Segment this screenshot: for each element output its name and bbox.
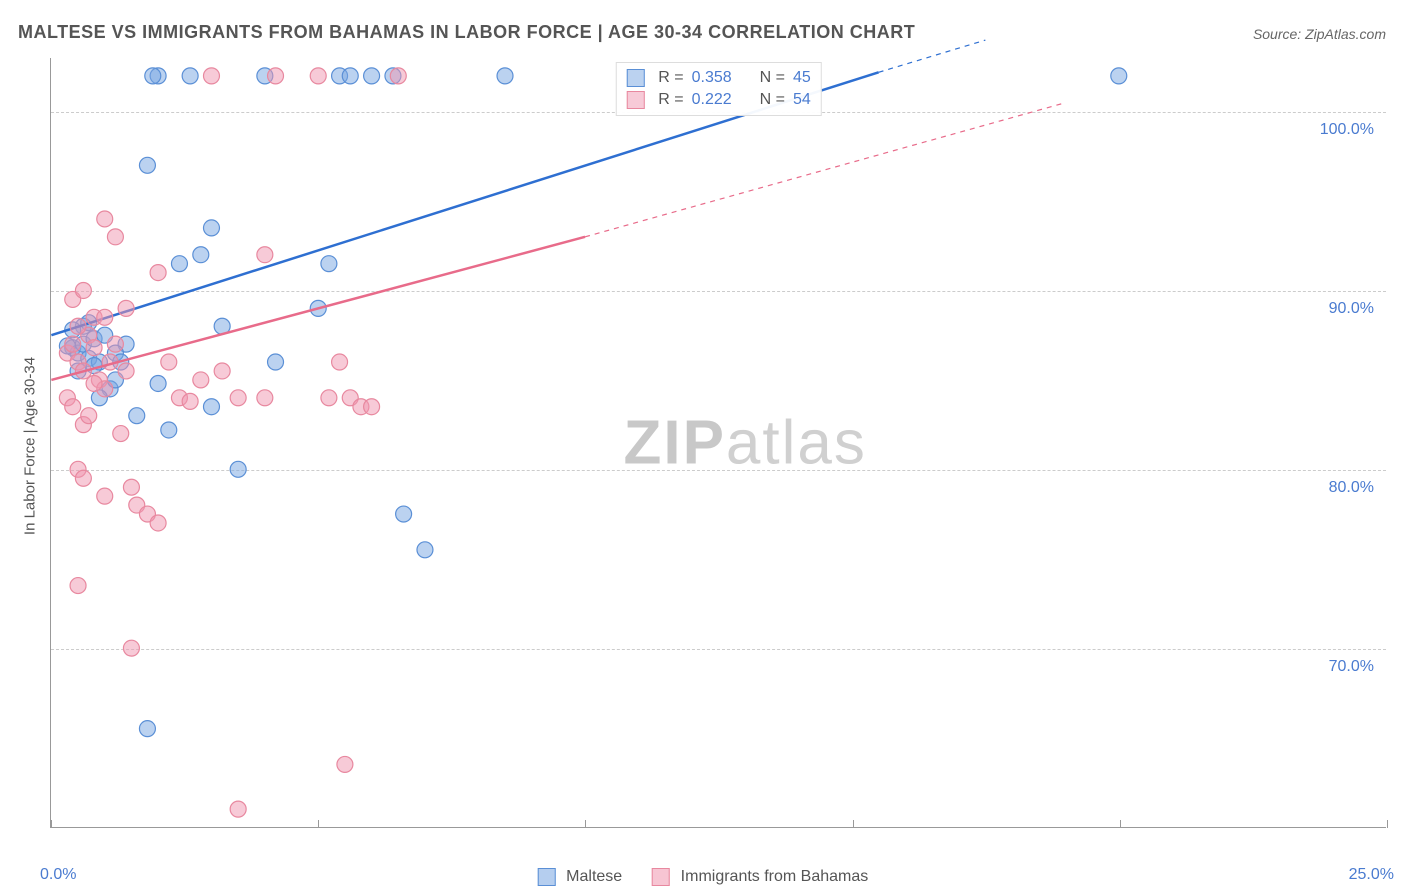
trend-line-dashed [879, 40, 986, 72]
x-tick-mark [51, 820, 52, 828]
legend-row-series-1: R = 0.358 N = 45 [626, 67, 810, 89]
correlation-legend: R = 0.358 N = 45 R = 0.222 N = 54 [615, 62, 821, 116]
scatter-svg [51, 58, 1386, 827]
scatter-point [139, 157, 155, 173]
x-tick-mark [853, 820, 854, 828]
scatter-point [65, 399, 81, 415]
x-tick-start: 0.0% [40, 866, 76, 884]
scatter-point [1111, 68, 1127, 84]
scatter-point [321, 390, 337, 406]
legend-row-series-2: R = 0.222 N = 54 [626, 89, 810, 111]
scatter-point [129, 408, 145, 424]
r-value-series-1: 0.358 [692, 69, 744, 87]
r-label: R = [658, 91, 683, 109]
r-label: R = [658, 69, 683, 87]
scatter-point [65, 336, 81, 352]
legend-label-series-2: Immigrants from Bahamas [681, 868, 869, 885]
legend-swatch-series-1 [626, 69, 644, 87]
scatter-point [193, 247, 209, 263]
chart-source: Source: ZipAtlas.com [1253, 26, 1386, 42]
scatter-point [107, 336, 123, 352]
scatter-point [118, 363, 134, 379]
legend-swatch-series-2-bottom [652, 868, 670, 886]
scatter-point [364, 399, 380, 415]
scatter-point [257, 247, 273, 263]
n-value-series-2: 54 [793, 91, 811, 109]
scatter-point [150, 375, 166, 391]
legend-item-series-1: Maltese [538, 868, 622, 886]
scatter-point [97, 488, 113, 504]
scatter-point [396, 506, 412, 522]
scatter-point [75, 282, 91, 298]
n-value-series-1: 45 [793, 69, 811, 87]
scatter-point [497, 68, 513, 84]
scatter-point [203, 399, 219, 415]
chart-title: MALTESE VS IMMIGRANTS FROM BAHAMAS IN LA… [18, 22, 915, 43]
scatter-point [182, 68, 198, 84]
scatter-point [70, 578, 86, 594]
x-tick-mark [318, 820, 319, 828]
scatter-point [139, 721, 155, 737]
correlation-chart: MALTESE VS IMMIGRANTS FROM BAHAMAS IN LA… [0, 0, 1406, 892]
scatter-point [268, 354, 284, 370]
scatter-point [364, 68, 380, 84]
scatter-point [230, 801, 246, 817]
legend-swatch-series-2 [626, 91, 644, 109]
scatter-point [214, 363, 230, 379]
n-label: N = [760, 91, 785, 109]
legend-label-series-1: Maltese [566, 868, 622, 885]
legend-swatch-series-1-bottom [538, 868, 556, 886]
y-axis-label: In Labor Force | Age 30-34 [22, 357, 39, 535]
scatter-point [123, 479, 139, 495]
scatter-point [150, 265, 166, 281]
scatter-point [70, 318, 86, 334]
scatter-point [268, 68, 284, 84]
scatter-point [86, 340, 102, 356]
scatter-point [97, 211, 113, 227]
scatter-point [332, 354, 348, 370]
scatter-point [203, 220, 219, 236]
scatter-point [161, 422, 177, 438]
scatter-point [182, 393, 198, 409]
scatter-point [337, 756, 353, 772]
scatter-point [113, 426, 129, 442]
x-tick-end: 25.0% [1349, 866, 1394, 884]
scatter-point [107, 229, 123, 245]
scatter-point [123, 640, 139, 656]
trend-line-dashed [585, 103, 1065, 237]
scatter-point [257, 390, 273, 406]
x-tick-mark [585, 820, 586, 828]
scatter-point [230, 461, 246, 477]
scatter-point [75, 470, 91, 486]
scatter-point [86, 375, 102, 391]
scatter-point [342, 68, 358, 84]
scatter-point [417, 542, 433, 558]
scatter-point [390, 68, 406, 84]
scatter-point [310, 68, 326, 84]
x-tick-mark [1387, 820, 1388, 828]
scatter-point [118, 300, 134, 316]
scatter-point [193, 372, 209, 388]
scatter-point [321, 256, 337, 272]
scatter-point [81, 408, 97, 424]
scatter-point [230, 390, 246, 406]
scatter-point [150, 515, 166, 531]
plot-area: 70.0%80.0%90.0%100.0% ZIPatlas R = 0.358… [50, 58, 1386, 828]
series-legend: Maltese Immigrants from Bahamas [538, 868, 869, 886]
x-tick-mark [1120, 820, 1121, 828]
scatter-point [97, 309, 113, 325]
scatter-point [145, 68, 161, 84]
scatter-point [203, 68, 219, 84]
legend-item-series-2: Immigrants from Bahamas [652, 868, 868, 886]
r-value-series-2: 0.222 [692, 91, 744, 109]
scatter-point [161, 354, 177, 370]
scatter-point [171, 256, 187, 272]
n-label: N = [760, 69, 785, 87]
